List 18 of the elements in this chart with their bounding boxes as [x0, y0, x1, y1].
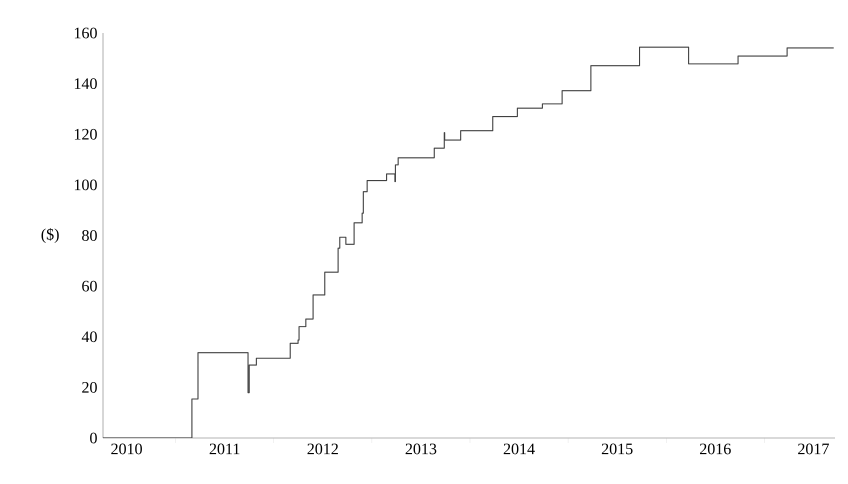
y-tick-label: 80	[82, 230, 97, 241]
x-tick-label: 2015	[602, 444, 633, 454]
x-tick-label: 2013	[406, 444, 436, 454]
y-tick-label: 60	[82, 280, 97, 292]
x-tick-label: 2010	[111, 444, 142, 454]
y-axis-title: ($)	[42, 228, 59, 243]
y-tick-label: 40	[82, 331, 97, 342]
x-tick-label: 2011	[210, 444, 240, 454]
y-tick-label: 100	[74, 179, 97, 190]
y-tick-label: 140	[74, 78, 97, 90]
y-tick-label: 0	[90, 432, 97, 444]
x-tick-label: 2012	[308, 444, 338, 454]
y-tick-label: 20	[82, 382, 97, 393]
y-tick-label: 120	[74, 128, 97, 140]
y-tick-label: 160	[74, 28, 97, 38]
x-tick-label: 2016	[700, 444, 731, 454]
x-tick-label: 2017	[798, 444, 829, 454]
x-tick-label: 2014	[504, 444, 535, 454]
